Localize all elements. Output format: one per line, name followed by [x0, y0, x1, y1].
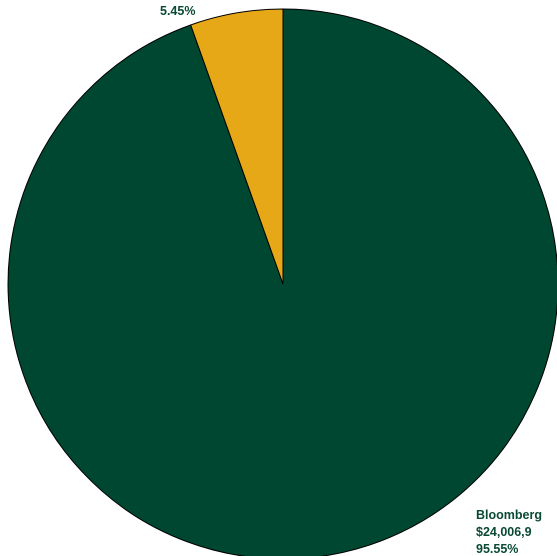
slice-label-green-line-2: $24,006,9: [476, 525, 532, 539]
slice-label-gold: 5.45%: [160, 4, 195, 18]
slice-label-green: Bloomberg $24,006,9 95.55%: [476, 508, 545, 556]
slice-label-green-line-1: Bloomberg: [476, 508, 542, 522]
pie-slices: [7, 8, 557, 556]
pie-slice-gold: [190, 8, 284, 285]
pie-labels: 5.45% Bloomberg $24,006,9 95.55%: [160, 4, 545, 556]
pie-slice-green: [7, 8, 557, 556]
slice-label-green-line-3: 95.55%: [476, 542, 518, 556]
